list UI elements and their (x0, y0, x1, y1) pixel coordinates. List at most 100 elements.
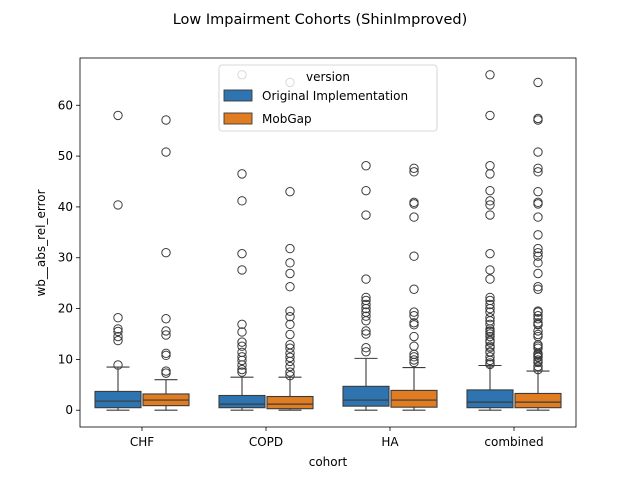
outlier-point (285, 306, 295, 316)
x-axis-label: cohort (309, 455, 348, 469)
outlier-point (485, 110, 495, 121)
outlier-point (533, 163, 543, 173)
outlier-point (361, 326, 371, 336)
outlier-point (533, 199, 543, 209)
box-body (266, 395, 314, 410)
y-tick-label: 0 (65, 403, 73, 417)
box-original-implementation-combined (466, 70, 514, 411)
outlier-point (533, 247, 543, 258)
outlier-point (285, 343, 295, 353)
outlier-point (361, 329, 371, 339)
outlier-point (113, 326, 123, 337)
outlier-point (161, 314, 171, 324)
outlier-point (533, 364, 543, 375)
outlier-point (533, 352, 543, 363)
outlier-point (533, 282, 543, 292)
outlier-point (285, 352, 295, 363)
outlier-point (161, 330, 171, 340)
outlier-point (285, 319, 295, 330)
outlier-point (361, 311, 371, 321)
outlier-point (113, 110, 123, 121)
outlier-point (361, 303, 371, 314)
outlier-point (409, 199, 419, 209)
outlier-point (533, 186, 543, 197)
outlier-point (237, 341, 247, 351)
outlier-point (285, 312, 295, 322)
outlier-point (485, 196, 495, 206)
outlier-point (361, 299, 371, 310)
outlier-point (485, 265, 495, 275)
outlier-point (533, 357, 543, 368)
outlier-point (113, 324, 123, 334)
box-body (514, 392, 562, 409)
outlier-point (485, 248, 495, 259)
outlier-point (361, 210, 371, 220)
x-tick-label: HA (381, 435, 399, 449)
outlier-point (485, 169, 495, 179)
outlier-point (361, 316, 371, 326)
outlier-point (485, 359, 495, 370)
outlier-point (485, 313, 495, 323)
legend-frame (218, 64, 438, 132)
legend-title: version (306, 70, 350, 84)
outlier-point (485, 331, 495, 342)
outlier-point (533, 167, 543, 177)
legend-label-original: Original Implementation (262, 89, 408, 103)
outlier-point (533, 251, 543, 261)
y-axis: 0 10 20 30 40 50 60 (58, 98, 80, 417)
outlier-point (533, 212, 543, 222)
outlier-point (161, 326, 171, 336)
box-body (94, 390, 142, 409)
legend-swatch-mobgap (223, 112, 253, 125)
outlier-point (113, 313, 123, 323)
outlier-point (485, 352, 495, 362)
legend: version Original Implementation MobGap (218, 64, 438, 132)
outlier-point (485, 355, 495, 366)
box-body (466, 389, 514, 409)
outlier-point (285, 243, 295, 254)
x-tick-label: combined (484, 435, 543, 449)
outlier-point (485, 70, 495, 80)
outlier-point (161, 247, 171, 258)
legend-label-mobgap: MobGap (262, 112, 312, 126)
outlier-point (237, 355, 247, 366)
outlier-point (361, 274, 371, 284)
box-groups (94, 70, 562, 411)
outlier-point (285, 186, 295, 197)
outlier-point (533, 77, 543, 88)
outlier-point (409, 167, 419, 177)
outlier-point (485, 185, 495, 196)
outlier-point (485, 303, 495, 314)
outlier-point (285, 370, 295, 381)
outlier-point (533, 307, 543, 317)
outlier-point (409, 163, 419, 173)
box-original-implementation-chf (94, 110, 142, 411)
y-tick-label: 20 (58, 302, 73, 316)
y-tick-label: 60 (58, 98, 73, 112)
outlier-point (113, 200, 123, 210)
outlier-point (361, 292, 371, 303)
outlier-point (113, 360, 123, 370)
outlier-point (485, 337, 495, 347)
outlier-point (485, 299, 495, 310)
y-tick-label: 40 (58, 200, 73, 214)
chart-title: Low Impairment Cohorts (ShinImproved) (173, 12, 468, 28)
outlier-point (485, 292, 495, 303)
plot-area: 0 10 20 30 40 50 60 CHF COPD HA combined (58, 57, 577, 449)
outlier-point (409, 355, 419, 365)
outlier-point (533, 361, 543, 372)
outlier-point (409, 212, 419, 222)
outlier-point (409, 357, 419, 368)
outlier-point (485, 210, 495, 220)
box-mobgap-combined (514, 77, 562, 411)
outlier-point (237, 169, 247, 179)
outlier-point (361, 185, 371, 196)
outlier-point (485, 274, 495, 284)
outlier-point (161, 368, 171, 378)
outlier-point (409, 251, 419, 261)
box-body (218, 394, 266, 409)
outlier-point (533, 284, 543, 294)
outlier-point (409, 284, 419, 294)
